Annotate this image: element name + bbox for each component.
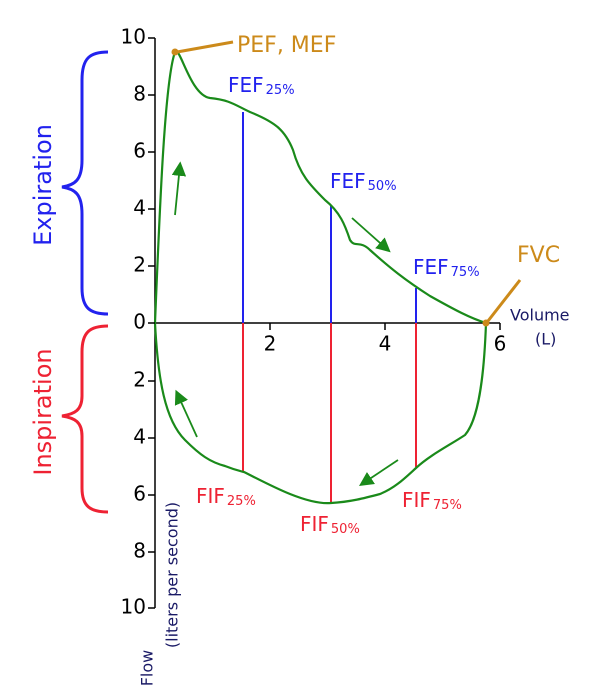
y-axis-unit: (liters per second) xyxy=(163,502,182,648)
direction-arrows xyxy=(171,161,399,486)
y-tick-label: 10 xyxy=(121,595,146,619)
y-tick-label: 8 xyxy=(133,82,146,106)
fif-subscript: 25% xyxy=(227,494,256,509)
y-tick-label: 4 xyxy=(133,425,146,449)
fvc-label: FVC xyxy=(517,243,560,268)
fef-label: FEF 75% xyxy=(413,255,480,280)
y-tick-label: 6 xyxy=(133,482,146,506)
inspiration-brace xyxy=(61,324,109,514)
fvc-leader xyxy=(486,279,522,322)
arrow xyxy=(171,161,187,216)
measure-lines xyxy=(242,112,417,503)
arrow xyxy=(351,217,391,253)
y-tick-label: 10 xyxy=(121,25,146,49)
fif-name: FIF xyxy=(402,488,431,512)
fif-subscript: 75% xyxy=(433,498,462,513)
fif-label: FIF 50% xyxy=(300,512,360,537)
y-axis-label: Flow xyxy=(138,650,157,687)
x-axis-unit: (L) xyxy=(535,330,556,349)
fif-label: FIF 25% xyxy=(196,484,256,509)
peak-label: PEF, MEF xyxy=(237,33,336,58)
fef-subscript: 25% xyxy=(266,83,295,98)
inspiration-label: Inspiration xyxy=(29,348,57,475)
fef-name: FEF xyxy=(413,255,449,279)
y-tick-label: 6 xyxy=(133,139,146,163)
arrow xyxy=(359,459,399,486)
expiration-label: Expiration xyxy=(29,124,57,246)
peak-leader xyxy=(176,40,234,54)
fef-name: FEF xyxy=(330,169,366,193)
fef-label: FEF 50% xyxy=(330,169,397,194)
fef-name: FEF xyxy=(228,73,264,97)
fif-name: FIF xyxy=(300,512,329,536)
inspiration-curve xyxy=(153,322,488,505)
x-axis-label: Volume xyxy=(510,306,570,325)
x-tick-label: 4 xyxy=(379,332,392,356)
fif-subscript: 50% xyxy=(331,522,360,537)
fif-label: FIF 75% xyxy=(402,488,462,513)
y-tick-label: 4 xyxy=(133,196,146,220)
y-tick-label: 0 xyxy=(133,310,146,334)
y-tick-label: 8 xyxy=(133,539,146,563)
y-tick-label: 2 xyxy=(133,253,146,277)
expiration-brace xyxy=(61,50,109,316)
peak-point xyxy=(171,48,179,56)
fef-subscript: 50% xyxy=(368,179,397,194)
x-tick-label: 2 xyxy=(264,332,277,356)
fif-name: FIF xyxy=(196,484,225,508)
x-tick-label: 6 xyxy=(494,332,507,356)
fef-subscript: 75% xyxy=(451,265,480,280)
fef-label: FEF 25% xyxy=(228,73,295,98)
expiration-curve xyxy=(153,50,487,325)
fvc-point xyxy=(482,319,490,327)
arrow xyxy=(174,389,198,438)
y-tick-label: 2 xyxy=(133,368,146,392)
